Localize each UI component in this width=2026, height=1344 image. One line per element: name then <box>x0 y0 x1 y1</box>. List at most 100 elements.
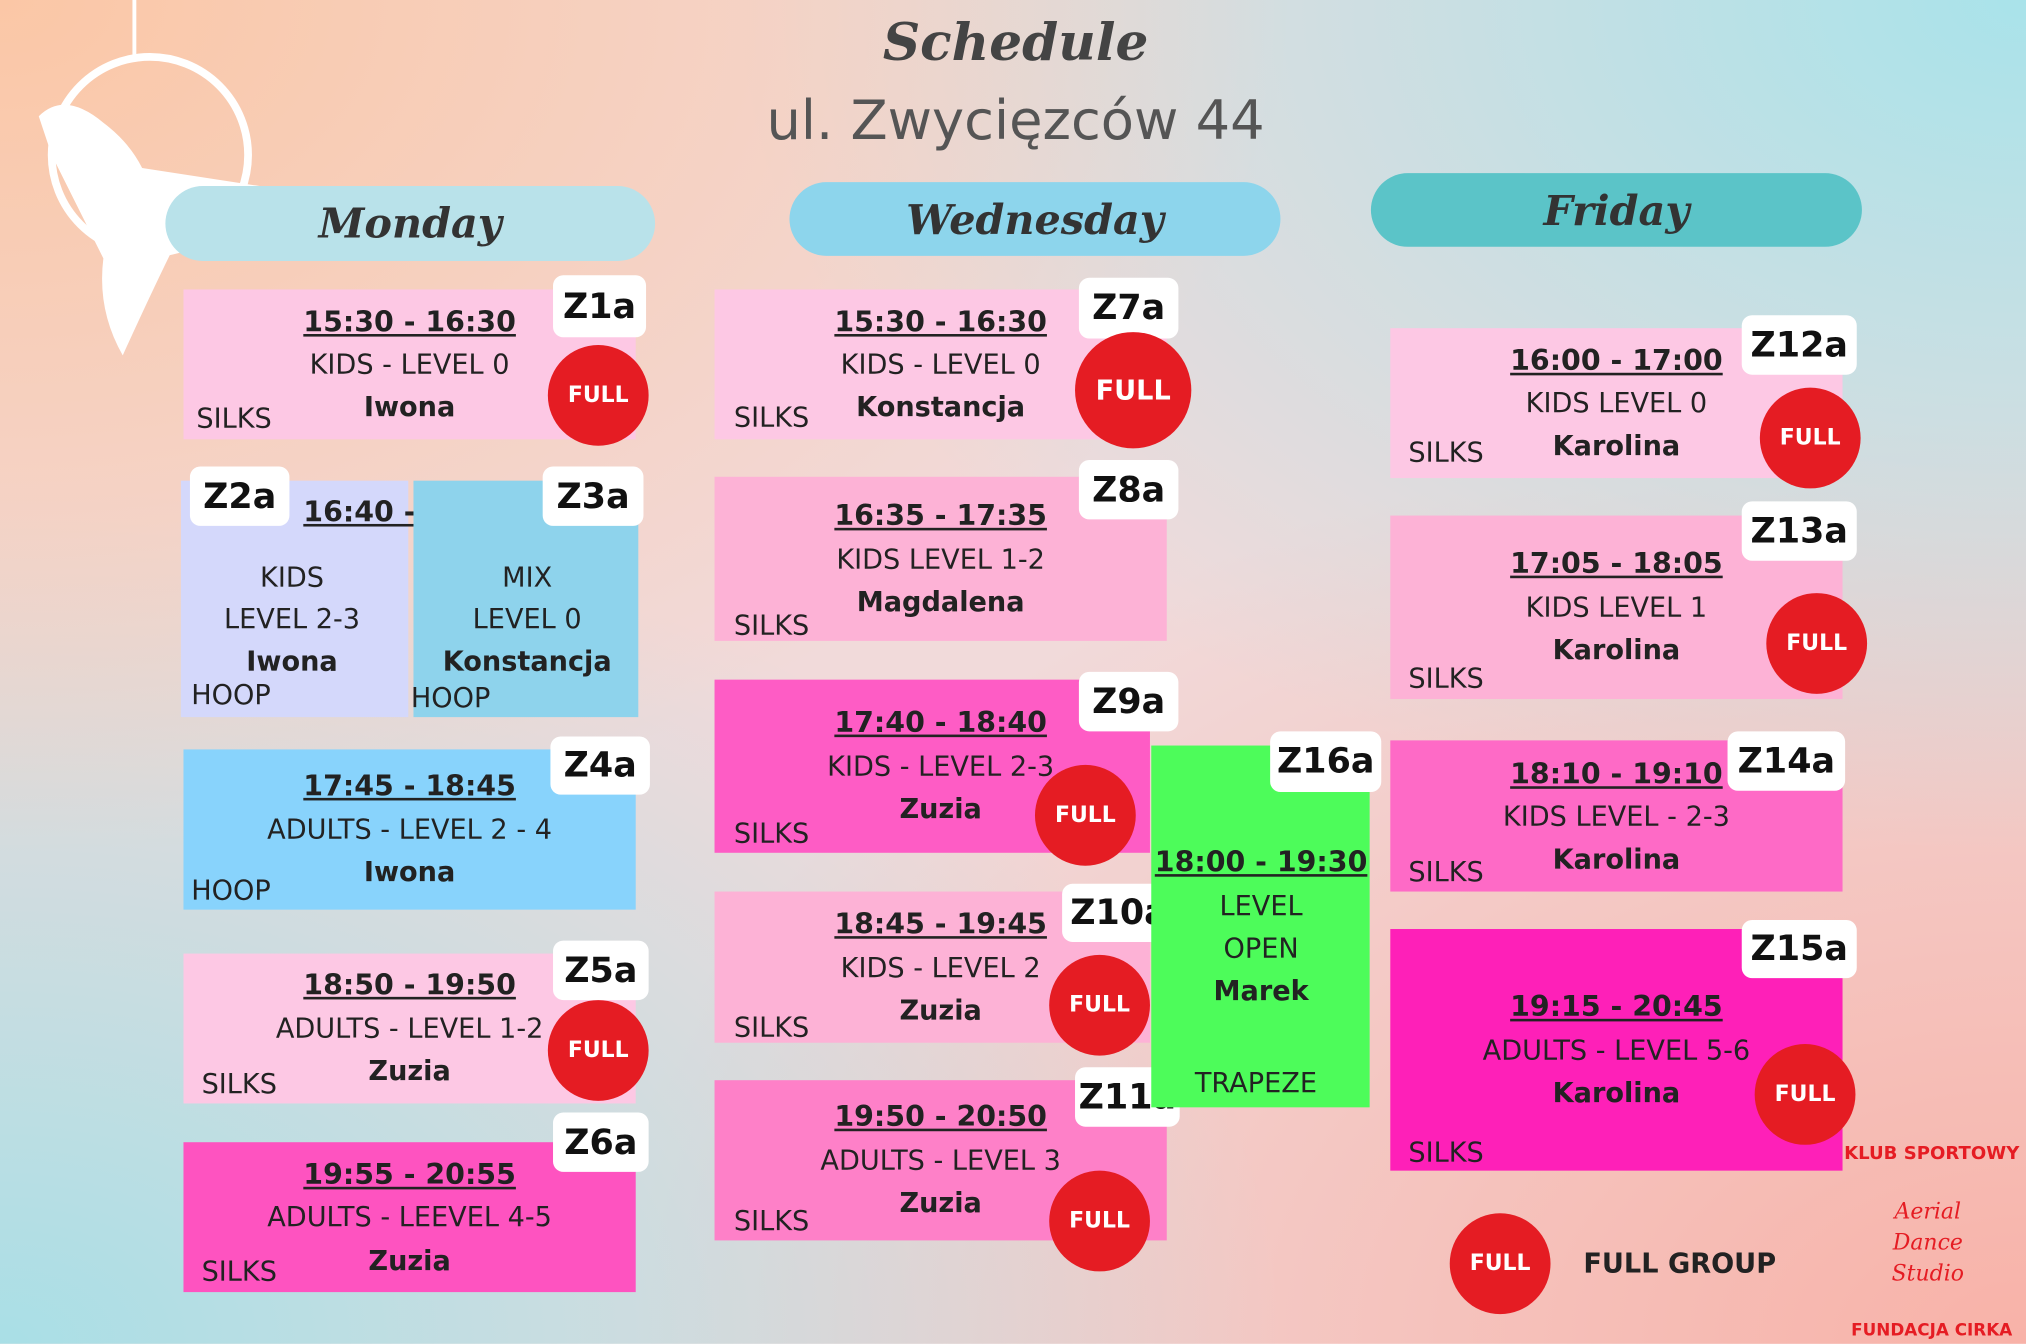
class-code: Z12a <box>1741 315 1857 375</box>
class-instructor: Marek <box>1213 975 1309 1007</box>
class-instructor: Iwona <box>363 391 456 423</box>
class-code: Z1a <box>553 275 647 338</box>
class-code: Z2a <box>189 466 290 526</box>
class-apparatus: SILKS <box>1408 662 1484 694</box>
class-apparatus: SILKS <box>1408 436 1484 468</box>
class-time: 18:00 - 19:30 <box>1154 846 1368 880</box>
full-badge: FULL <box>1049 954 1150 1056</box>
class-level: ADULTS - LEVEL 1-2 <box>275 1013 544 1045</box>
class-time: 15:30 - 16:30 <box>303 306 516 340</box>
class-instructor: Konstancja <box>856 391 1026 423</box>
class-time: 17:45 - 18:45 <box>303 770 516 804</box>
class-code: Z16a <box>1270 731 1382 793</box>
title: Schedule <box>882 12 1149 74</box>
class-time: 18:10 - 19:10 <box>1510 759 1723 792</box>
class-time: 17:05 - 18:05 <box>1510 548 1723 581</box>
class-level: LEVEL <box>1219 890 1303 922</box>
class-level: KIDS - LEVEL 0 <box>309 348 510 380</box>
logo-top: KLUB SPORTOWY <box>1844 1143 2020 1165</box>
class-code: Z5a <box>553 940 649 1001</box>
class-code: Z9a <box>1078 671 1179 732</box>
class-level: KIDS LEVEL 1-2 <box>836 543 1045 575</box>
class-apparatus: SILKS <box>1408 856 1484 888</box>
class-level: ADULTS - LEVEL 5-6 <box>1482 1034 1751 1066</box>
class-apparatus: SILKS <box>201 1068 277 1100</box>
class-level: ADULTS - LEVEL 3 <box>820 1144 1061 1176</box>
class-apparatus: SILKS <box>733 609 810 641</box>
class-time: 16:00 - 17:00 <box>1510 345 1723 378</box>
class-level: KIDS <box>260 562 324 594</box>
class-level: OPEN <box>1223 932 1299 964</box>
class-apparatus: HOOP <box>191 679 271 711</box>
class-apparatus: HOOP <box>410 682 491 714</box>
class-time: 16:35 - 17:35 <box>834 500 1047 533</box>
subtitle: ul. Zwycięzców 44 <box>766 88 1265 152</box>
class-level: LEVEL 2-3 <box>223 603 361 635</box>
class-card <box>1151 745 1370 1108</box>
class-apparatus: SILKS <box>201 1255 277 1287</box>
class-instructor: Zuzia <box>368 1055 451 1087</box>
class-time: 18:50 - 19:50 <box>303 969 516 1003</box>
full-badge: FULL <box>547 1000 649 1101</box>
logo-name: Aerial Dance Studio <box>1891 1199 1964 1287</box>
legend-label: FULL GROUP <box>1583 1248 1777 1280</box>
class-instructor: Iwona <box>246 646 338 678</box>
class-instructor: Zuzia <box>899 793 982 825</box>
full-badge: FULL <box>1049 1170 1150 1272</box>
class-instructor: Magdalena <box>856 586 1025 618</box>
full-badge: FULL <box>1766 593 1868 694</box>
class-apparatus: SILKS <box>733 1205 810 1237</box>
day-header: Monday <box>165 186 656 262</box>
class-instructor: Zuzia <box>368 1245 451 1277</box>
class-apparatus: SILKS <box>196 403 272 435</box>
class-apparatus: TRAPEZE <box>1194 1067 1317 1099</box>
class-instructor: Zuzia <box>899 994 982 1026</box>
logo-bottom: FUNDACJA CIRKA <box>1851 1321 2013 1341</box>
class-apparatus: SILKS <box>733 1011 810 1043</box>
full-badge: FULL <box>547 344 649 446</box>
class-level: KIDS - LEVEL 0 <box>840 348 1041 380</box>
class-instructor: Karolina <box>1552 1077 1681 1109</box>
class-level: ADULTS - LEVEL 2 - 4 <box>267 814 553 846</box>
class-instructor: Konstancja <box>442 646 612 678</box>
class-time: 15:30 - 16:30 <box>834 306 1047 340</box>
class-level: KIDS LEVEL - 2-3 <box>1502 801 1730 833</box>
class-time: 19:15 - 20:45 <box>1510 991 1723 1024</box>
class-level: LEVEL 0 <box>472 603 582 635</box>
class-time: 17:40 - 18:40 <box>834 707 1047 740</box>
full-badge: FULL <box>1754 1044 1856 1145</box>
class-instructor: Zuzia <box>899 1187 982 1219</box>
class-code: Z8a <box>1078 459 1179 520</box>
class-time: 19:55 - 20:55 <box>303 1159 516 1192</box>
class-instructor: Karolina <box>1552 430 1681 462</box>
class-code: Z3a <box>542 466 644 526</box>
class-level: KIDS LEVEL 0 <box>1525 387 1708 419</box>
class-code: Z4a <box>550 736 650 795</box>
class-level: ADULTS - LEEVEL 4-5 <box>267 1201 552 1233</box>
day-header: Wednesday <box>789 182 1281 256</box>
class-apparatus: HOOP <box>191 874 271 906</box>
class-apparatus: SILKS <box>1408 1137 1484 1169</box>
class-time: 19:50 - 20:50 <box>834 1101 1047 1134</box>
class-code: Z15a <box>1741 919 1857 979</box>
full-badge: FULL <box>1034 764 1136 866</box>
class-level: KIDS LEVEL 1 <box>1525 591 1708 623</box>
class-code: Z14a <box>1727 731 1846 791</box>
class-instructor: Karolina <box>1552 634 1681 666</box>
class-time: 18:45 - 19:45 <box>834 908 1047 942</box>
class-apparatus: SILKS <box>733 817 810 849</box>
class-instructor: Karolina <box>1552 843 1681 875</box>
class-code: Z7a <box>1078 277 1179 339</box>
class-code: Z6a <box>553 1112 649 1172</box>
day-header: Friday <box>1370 173 1862 247</box>
full-badge: FULL <box>1759 387 1861 489</box>
full-badge: FULL <box>1075 332 1192 449</box>
class-level: KIDS - LEVEL 2 <box>840 952 1041 984</box>
class-instructor: Iwona <box>363 856 456 888</box>
class-apparatus: SILKS <box>733 401 810 433</box>
class-level: MIX <box>502 562 553 594</box>
class-code: Z13a <box>1741 501 1857 561</box>
legend-badge: FULL <box>1449 1213 1551 1315</box>
class-level: KIDS - LEVEL 2-3 <box>827 750 1055 782</box>
